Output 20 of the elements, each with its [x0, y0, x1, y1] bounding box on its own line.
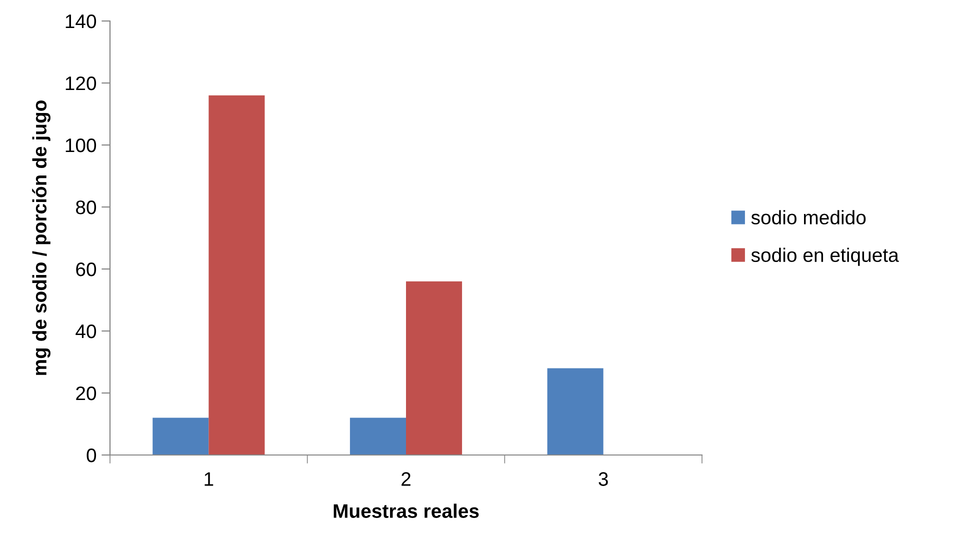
y-tick-label: 20 [76, 386, 96, 400]
y-tick-label: 100 [66, 138, 96, 152]
bar [152, 418, 209, 455]
bar [406, 281, 462, 455]
bar [350, 418, 406, 455]
bar [208, 95, 265, 455]
y-tick-label: 80 [76, 200, 96, 214]
x-tick-label: 3 [598, 472, 608, 486]
y-axis-title: mg de sodio / porción de jugo [32, 100, 50, 375]
y-tick-label: 120 [66, 76, 96, 90]
x-tick-label: 1 [204, 472, 214, 486]
y-tick-label: 60 [76, 262, 96, 276]
x-axis-title: Muestras reales [334, 504, 479, 518]
y-tick-label: 140 [66, 14, 96, 28]
bar [547, 368, 604, 455]
x-tick-label: 2 [402, 472, 410, 486]
y-tick-label: 40 [76, 324, 96, 338]
y-tick-label: 0 [86, 448, 96, 462]
legend-label: sodio medido [751, 210, 866, 224]
legend-label: sodio en etiqueta [751, 248, 899, 266]
